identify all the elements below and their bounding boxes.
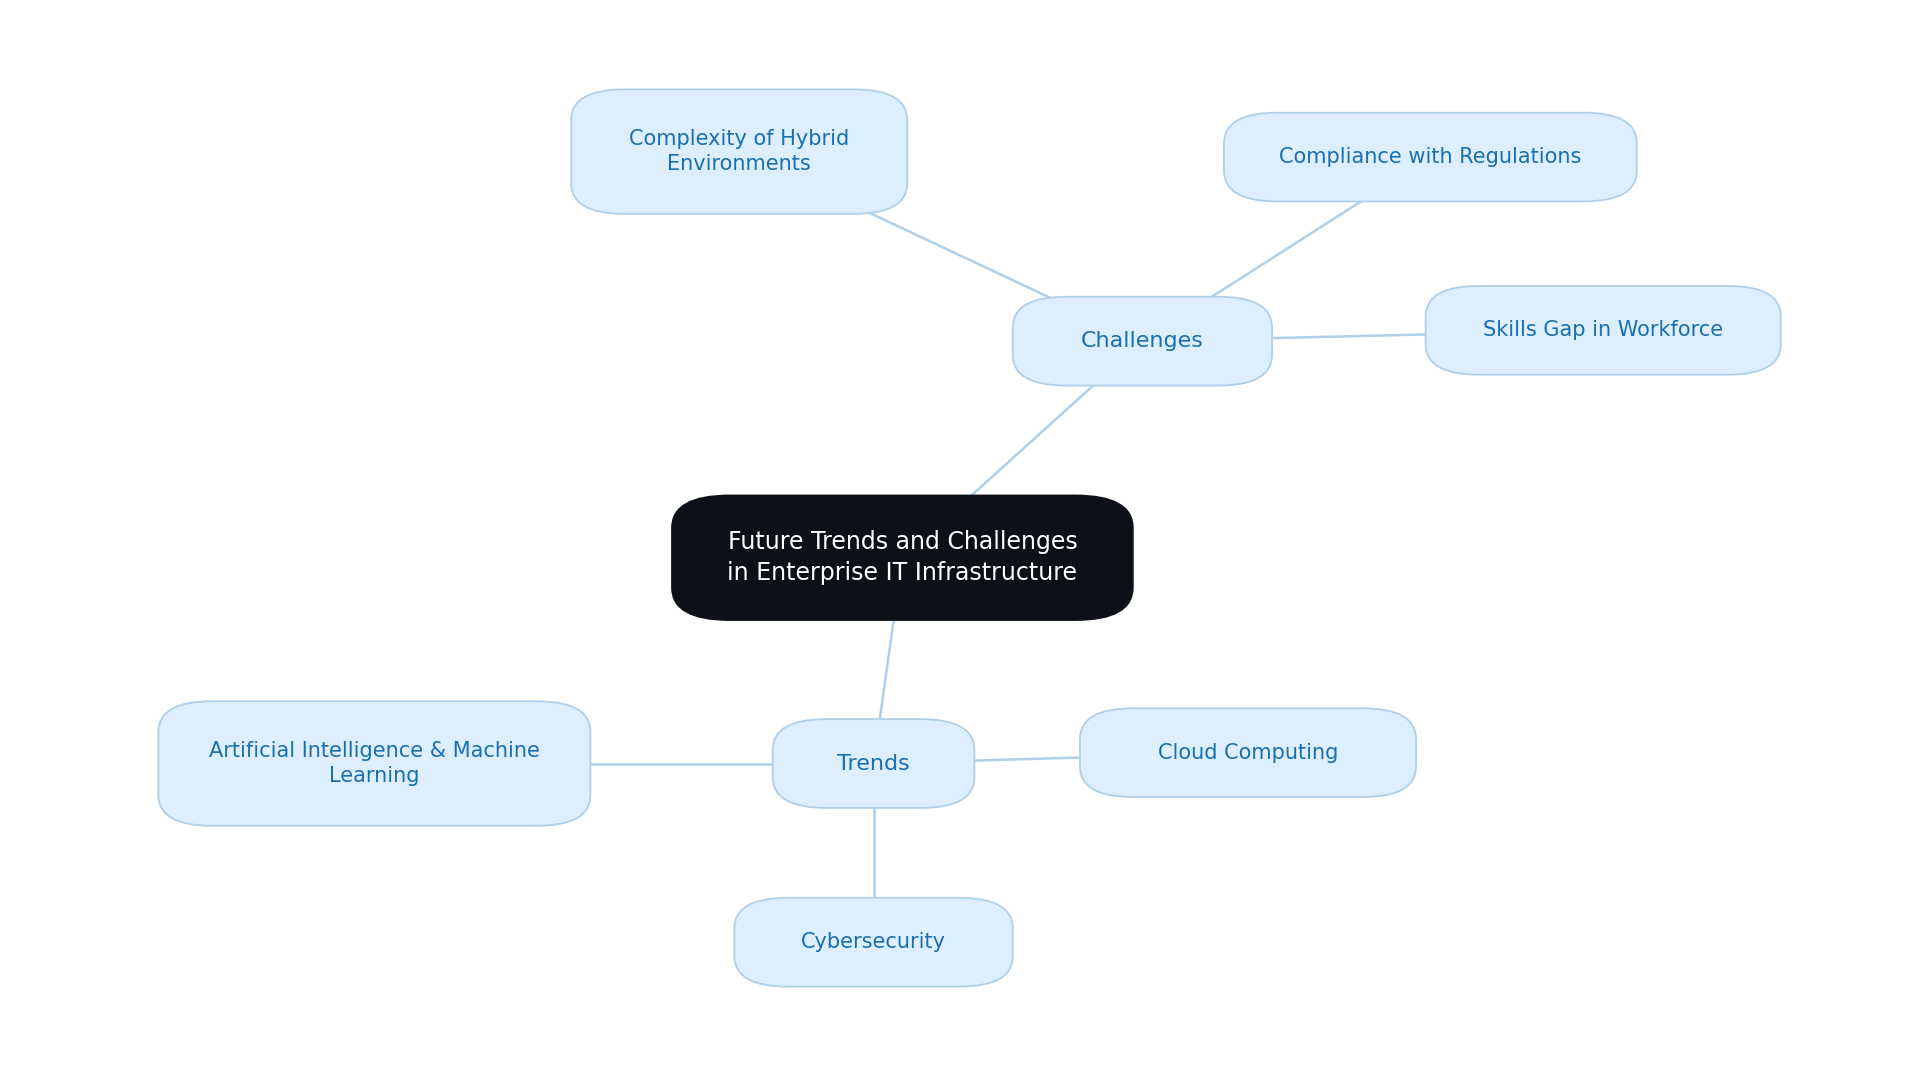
Text: Artificial Intelligence & Machine
Learning: Artificial Intelligence & Machine Learni…	[209, 741, 540, 786]
FancyBboxPatch shape	[1425, 286, 1782, 375]
Text: Challenges: Challenges	[1081, 331, 1204, 351]
Text: Complexity of Hybrid
Environments: Complexity of Hybrid Environments	[630, 129, 849, 174]
FancyBboxPatch shape	[572, 90, 906, 214]
FancyBboxPatch shape	[733, 898, 1014, 987]
Text: Future Trends and Challenges
in Enterprise IT Infrastructure: Future Trends and Challenges in Enterpri…	[728, 531, 1077, 585]
FancyBboxPatch shape	[1225, 113, 1636, 201]
Text: Compliance with Regulations: Compliance with Regulations	[1279, 147, 1582, 167]
FancyBboxPatch shape	[672, 496, 1133, 619]
FancyBboxPatch shape	[1079, 708, 1417, 797]
FancyBboxPatch shape	[157, 702, 591, 826]
Text: Cybersecurity: Cybersecurity	[801, 932, 947, 952]
Text: Cloud Computing: Cloud Computing	[1158, 743, 1338, 762]
Text: Trends: Trends	[837, 754, 910, 773]
Text: Skills Gap in Workforce: Skills Gap in Workforce	[1482, 321, 1724, 340]
FancyBboxPatch shape	[772, 719, 975, 808]
FancyBboxPatch shape	[1014, 297, 1271, 386]
